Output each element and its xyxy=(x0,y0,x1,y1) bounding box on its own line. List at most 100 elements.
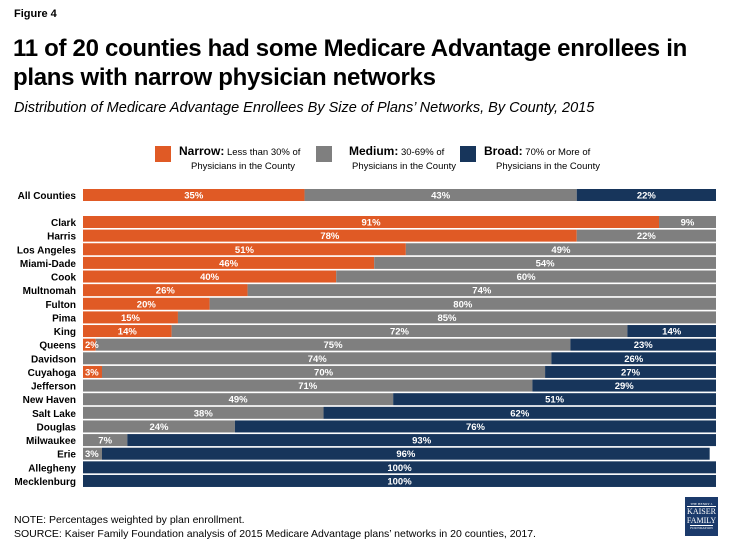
data-label-medium: 24% xyxy=(149,422,169,433)
data-label-broad: 100% xyxy=(387,463,412,474)
bar-broad xyxy=(393,393,716,406)
data-label-medium: 72% xyxy=(390,327,410,338)
data-label-medium: 7% xyxy=(98,436,112,447)
data-label-medium: 9% xyxy=(681,218,695,229)
logo-line-4: FOUNDATION xyxy=(690,525,713,530)
data-label-narrow: 78% xyxy=(320,231,340,242)
bar-labels: 35% 43% 22% 91% 9% 78% 22% 51% 49% 46% 54% 40% 60% 26… xyxy=(85,191,695,488)
data-label-broad: 22% xyxy=(637,191,657,202)
category-label: New Haven xyxy=(23,395,76,406)
data-label-narrow: 91% xyxy=(362,218,382,229)
legend-sublabel-broad: Physicians in the County xyxy=(496,161,600,172)
bar-narrow xyxy=(83,338,96,351)
data-label-narrow: 3% xyxy=(85,367,99,378)
note-text: NOTE: Percentages weighted by plan enrol… xyxy=(14,514,245,526)
data-label-broad: 29% xyxy=(615,381,635,392)
data-label-medium: 3% xyxy=(85,449,99,460)
data-label-medium: 74% xyxy=(308,354,328,365)
data-label-narrow: 40% xyxy=(200,272,220,283)
data-label-broad: 76% xyxy=(466,422,486,433)
category-label: Jefferson xyxy=(31,382,76,393)
bars xyxy=(83,189,717,487)
category-label: King xyxy=(54,327,76,338)
bar-medium xyxy=(101,365,546,378)
data-label-broad: 93% xyxy=(412,436,432,447)
bar-broad xyxy=(532,379,716,392)
legend-label-broad: Broad: 70% or More of xyxy=(484,144,591,158)
category-label: All Counties xyxy=(18,191,77,202)
bar-broad xyxy=(627,325,716,338)
data-label-narrow: 46% xyxy=(219,258,239,269)
bar-narrow xyxy=(83,311,178,324)
bar-medium xyxy=(83,406,324,419)
data-label-medium: 49% xyxy=(229,395,249,406)
bar-broad xyxy=(545,365,716,378)
data-label-narrow: 20% xyxy=(137,299,157,310)
data-label-medium: 22% xyxy=(637,231,657,242)
data-label-medium: 49% xyxy=(551,245,571,256)
data-label-medium: 71% xyxy=(298,381,318,392)
category-label: Harris xyxy=(47,232,76,243)
bar-narrow xyxy=(83,229,577,242)
data-label-medium: 38% xyxy=(194,408,214,419)
chart-title: 11 of 20 counties had some Medicare Adva… xyxy=(13,35,687,91)
bar-narrow xyxy=(83,270,337,283)
y-axis-labels: All Counties Clark Harris Los Angeles Miami-… xyxy=(14,191,76,488)
data-label-broad: 100% xyxy=(387,476,412,487)
legend-swatch-narrow xyxy=(155,146,171,162)
category-label: Douglas xyxy=(37,422,77,433)
category-label: Fulton xyxy=(45,300,76,311)
bar-medium xyxy=(374,256,716,269)
bar-broad xyxy=(323,406,716,419)
legend-label-medium: Medium: 30-69% of xyxy=(349,144,445,158)
logo-line-2: KAISER xyxy=(687,506,716,516)
data-label-broad: 26% xyxy=(624,354,644,365)
bar-medium xyxy=(336,270,716,283)
source-text: SOURCE: Kaiser Family Foundation analysi… xyxy=(14,528,536,540)
data-label-medium: 75% xyxy=(324,340,344,351)
bar-medium xyxy=(83,420,235,433)
logo-line-1: THE HENRY J. xyxy=(690,502,713,506)
figure-label: Figure 4 xyxy=(14,8,57,20)
bar-broad xyxy=(127,434,716,447)
category-label: Mecklenburg xyxy=(14,477,76,488)
data-label-narrow: 51% xyxy=(235,245,255,256)
bar-narrow xyxy=(83,243,406,256)
bar-medium xyxy=(83,379,533,392)
data-label-broad: 62% xyxy=(510,408,530,419)
category-label: Multnomah xyxy=(23,286,76,297)
data-label-narrow: 35% xyxy=(184,191,204,202)
bar-medium xyxy=(95,338,571,351)
category-label: Queens xyxy=(39,341,76,352)
category-label: Clark xyxy=(51,218,76,229)
data-label-narrow: 2% xyxy=(85,340,99,351)
data-label-narrow: 14% xyxy=(118,327,138,338)
kff-logo: THE HENRY J. KAISER FAMILY FOUNDATION xyxy=(685,497,718,536)
bar-broad xyxy=(570,338,716,351)
bar-medium xyxy=(576,229,716,242)
bar-narrow xyxy=(83,365,102,378)
data-label-medium: 54% xyxy=(536,258,556,269)
bar-medium xyxy=(83,352,552,365)
bar-broad xyxy=(83,461,716,474)
bar-narrow xyxy=(83,256,375,269)
category-label: Cook xyxy=(51,273,76,284)
bar-narrow xyxy=(83,284,248,297)
bar-broad xyxy=(101,447,710,460)
data-label-medium: 74% xyxy=(472,286,492,297)
data-label-broad: 23% xyxy=(634,340,654,351)
bar-medium xyxy=(177,311,716,324)
bar-medium xyxy=(83,447,102,460)
bar-medium xyxy=(247,284,716,297)
bar-narrow xyxy=(83,216,660,228)
data-label-medium: 43% xyxy=(431,191,451,202)
bar-medium xyxy=(171,325,628,338)
bar-broad xyxy=(551,352,716,365)
legend-label-narrow: Narrow: Less than 30% of xyxy=(179,144,301,158)
data-label-broad: 14% xyxy=(662,327,682,338)
category-label: Allegheny xyxy=(28,463,76,474)
bar-narrow xyxy=(83,325,172,338)
bar-medium xyxy=(405,243,716,256)
data-label-medium: 80% xyxy=(453,299,473,310)
bar-medium xyxy=(83,434,128,447)
